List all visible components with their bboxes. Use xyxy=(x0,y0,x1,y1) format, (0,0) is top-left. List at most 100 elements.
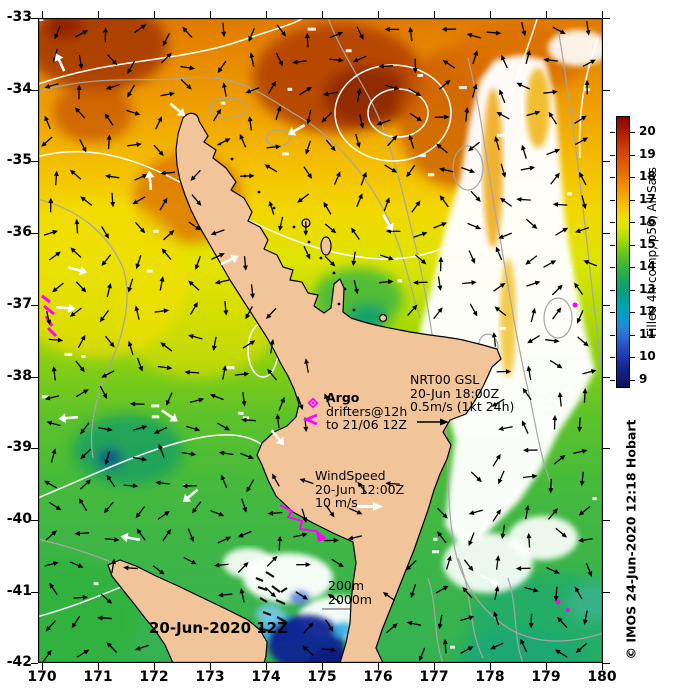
gsl-legend-line2: 0.5m/s (1kt 24h) xyxy=(410,399,515,414)
y-tick-label: -36 xyxy=(6,224,32,240)
colorbar-tick-label: 13 xyxy=(639,281,656,296)
colorbar-tick-label: 20 xyxy=(639,124,656,138)
argo-legend-title: Argo xyxy=(326,390,360,405)
colorbar-tick-mark xyxy=(610,154,615,156)
x-tick-mark xyxy=(378,663,379,670)
coastal-islets xyxy=(218,142,356,312)
x-tick-mark xyxy=(490,663,491,670)
x-tick-mark xyxy=(98,11,99,18)
y-tick-mark xyxy=(603,520,610,521)
argo-legend-line2: to 21/06 12Z xyxy=(326,417,407,432)
y-tick-mark xyxy=(31,377,38,378)
colorbar-tick-mark xyxy=(610,244,615,246)
y-tick-mark xyxy=(603,448,610,449)
x-tick-mark xyxy=(434,663,435,670)
windspeed-scale-arrow-icon xyxy=(357,502,383,511)
windspeed-legend-title: WindSpeed xyxy=(315,468,386,483)
windspeed-legend-line1: 20-Jun 12:00Z xyxy=(315,481,405,497)
bathymetry-legend-line1: 200m xyxy=(328,578,365,593)
x-tick-label: 180 xyxy=(587,669,617,685)
y-tick-mark xyxy=(603,663,610,664)
argo-drifter-arrow-icon xyxy=(303,413,318,426)
gsl-legend-title: NRT00 GSL xyxy=(410,372,480,387)
x-tick-label: 179 xyxy=(531,669,561,685)
colorbar-tick-label: 17 xyxy=(639,191,656,206)
y-tick-mark xyxy=(603,233,610,234)
sst-colorbar xyxy=(616,116,630,388)
x-tick-mark xyxy=(602,11,603,18)
y-tick-mark xyxy=(31,520,38,521)
y-tick-label: -34 xyxy=(6,81,32,97)
colorbar-tick-mark xyxy=(630,289,635,291)
colorbar-tick-mark xyxy=(610,289,615,291)
x-tick-mark xyxy=(42,11,43,18)
colorbar-tick-mark xyxy=(630,312,635,313)
x-tick-label: 170 xyxy=(27,669,57,685)
x-tick-mark xyxy=(42,663,43,670)
x-tick-mark xyxy=(322,663,323,670)
colorbar-tick-mark xyxy=(630,177,635,178)
colorbar-tick-mark xyxy=(630,154,635,156)
y-tick-label: -40 xyxy=(6,511,32,527)
x-tick-mark xyxy=(490,11,491,18)
gsl-legend-line1: 20-Jun 18:00Z xyxy=(410,385,500,401)
x-tick-mark xyxy=(154,11,155,18)
x-tick-mark xyxy=(378,11,379,18)
y-tick-label: -37 xyxy=(6,296,32,312)
y-tick-mark xyxy=(603,161,610,162)
y-tick-mark xyxy=(603,592,610,593)
map-plot-area[interactable] xyxy=(38,18,603,663)
sst-contours xyxy=(38,18,599,618)
windspeed-legend: WindSpeed 20-Jun 12:00Z 10 m/s xyxy=(315,469,404,510)
x-tick-label: 178 xyxy=(475,669,505,685)
map-canvas xyxy=(38,18,603,663)
colorbar-tick-mark xyxy=(630,244,635,246)
colorbar-tick-label: 18 xyxy=(639,169,656,183)
argo-legend: Argo drifters@12h to 21/06 12Z xyxy=(326,391,407,432)
colorbar-tick-mark xyxy=(610,177,615,178)
x-tick-mark xyxy=(602,663,603,670)
gsl-scale-arrow-icon xyxy=(417,418,449,426)
argo-legend-line1: drifters@12h xyxy=(326,403,408,419)
colorbar-tick-label: 10 xyxy=(639,349,656,363)
x-tick-label: 172 xyxy=(139,669,169,685)
colorbar-tick-label: 14 xyxy=(639,259,656,273)
x-tick-mark xyxy=(98,663,99,670)
y-tick-mark xyxy=(31,90,38,91)
argo-drifter-tracks xyxy=(41,294,578,612)
colorbar-tick-label: 19 xyxy=(639,146,656,161)
y-tick-mark xyxy=(603,90,610,91)
colorbar-tick-label: 16 xyxy=(639,214,656,228)
island xyxy=(320,236,332,256)
colorbar-tick-mark xyxy=(630,199,635,201)
y-tick-mark xyxy=(31,233,38,234)
colorbar-tick-label: 15 xyxy=(639,236,656,251)
colorbar-tick-mark xyxy=(610,357,615,358)
colorbar-tick-mark xyxy=(610,199,615,201)
argo-symbol-icon xyxy=(307,397,319,409)
bathymetry-contour-sample xyxy=(322,608,350,610)
colorbar-tick-mark xyxy=(610,132,615,133)
gsl-legend: NRT00 GSL 20-Jun 18:00Z 0.5m/s (1kt 24h) xyxy=(410,373,514,414)
x-tick-label: 176 xyxy=(363,669,393,685)
colorbar-tick-mark xyxy=(630,267,635,268)
colorbar-tick-label: 12 xyxy=(639,304,656,318)
colorbar-tick-mark xyxy=(630,379,635,381)
sst-cold-patches xyxy=(256,591,358,663)
colorbar-tick-mark xyxy=(610,379,615,381)
y-tick-label: -39 xyxy=(6,439,32,455)
x-tick-label: 175 xyxy=(307,669,337,685)
colorbar-tick-mark xyxy=(610,222,615,223)
bathymetry-legend: 200m 2000m xyxy=(328,579,372,606)
x-tick-mark xyxy=(322,11,323,18)
x-tick-mark xyxy=(266,11,267,18)
north-island xyxy=(175,112,502,663)
colorbar-tick-label: 11 xyxy=(639,326,656,341)
y-tick-label: -38 xyxy=(6,368,32,384)
x-tick-mark xyxy=(546,663,547,670)
plot-frame xyxy=(38,18,603,663)
y-tick-mark xyxy=(603,377,610,378)
colorbar-tick-mark xyxy=(610,334,615,336)
x-tick-mark xyxy=(546,11,547,18)
